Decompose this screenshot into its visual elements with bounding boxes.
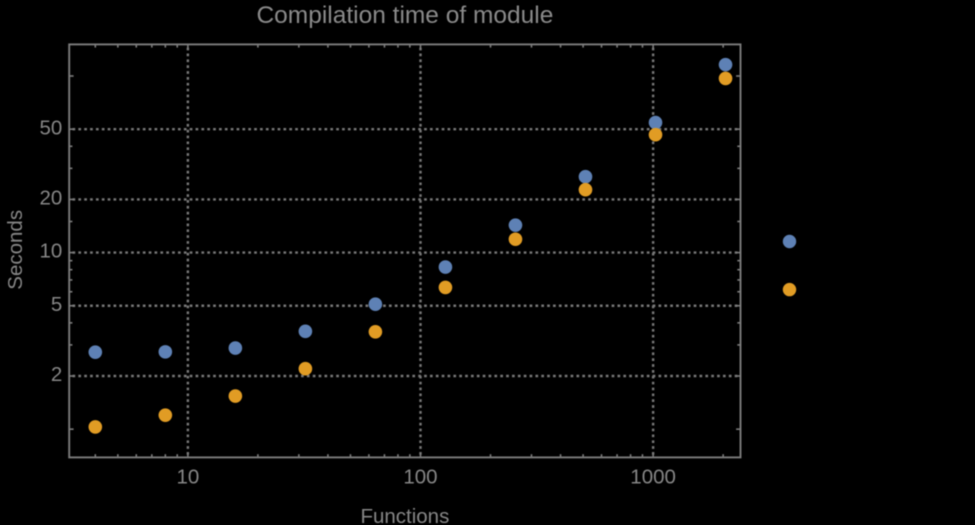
y-tick-label-50: 50 xyxy=(39,116,62,139)
chart-title: Compilation time of module xyxy=(256,2,553,29)
plot-frame xyxy=(68,43,742,459)
data-point-blue-series-x2048 xyxy=(718,57,733,72)
gridlines-group xyxy=(69,44,741,458)
y-tick-label-5: 5 xyxy=(51,293,62,316)
x-tick-label-10: 10 xyxy=(176,466,199,489)
labels-group: Compilation time of module Functions Sec… xyxy=(4,2,676,525)
data-point-blue-series-x64 xyxy=(368,297,383,312)
x-axis-label: Functions xyxy=(360,505,449,525)
y-tick-label-2: 2 xyxy=(51,363,62,386)
data-point-orange-series-x16 xyxy=(228,389,243,403)
y-tick-label-20: 20 xyxy=(39,187,62,210)
data-point-orange-series-x2048 xyxy=(718,71,733,86)
data-point-blue-series-x256 xyxy=(508,218,523,232)
data-point-orange-series-x256 xyxy=(508,232,523,247)
data-point-orange-series-x128 xyxy=(438,280,453,295)
data-points-group xyxy=(88,57,733,434)
data-point-orange-series-x4 xyxy=(88,420,103,434)
legend-marker-orange-series xyxy=(782,282,797,297)
data-point-blue-series-x16 xyxy=(228,341,243,355)
legend-group xyxy=(782,234,797,297)
data-point-blue-series-x8 xyxy=(158,345,173,359)
y-tick-label-10: 10 xyxy=(39,240,62,263)
data-point-orange-series-x32 xyxy=(298,361,313,376)
x-tick-label-100: 100 xyxy=(403,466,437,489)
x-tick-label-1000: 1000 xyxy=(630,466,676,489)
ticks-group xyxy=(69,44,741,458)
data-point-orange-series-x512 xyxy=(578,182,593,197)
data-point-orange-series-x1024 xyxy=(648,127,663,142)
data-point-orange-series-x8 xyxy=(158,408,173,422)
data-point-blue-series-x32 xyxy=(298,324,313,339)
frame-group xyxy=(68,43,742,459)
data-point-blue-series-x512 xyxy=(578,169,593,184)
data-point-blue-series-x1024 xyxy=(648,115,663,130)
data-point-orange-series-x64 xyxy=(368,324,383,339)
y-axis-label: Seconds xyxy=(4,210,27,290)
data-point-blue-series-x128 xyxy=(438,260,453,274)
data-point-blue-series-x4 xyxy=(88,345,103,359)
legend-marker-blue-series xyxy=(782,234,797,249)
